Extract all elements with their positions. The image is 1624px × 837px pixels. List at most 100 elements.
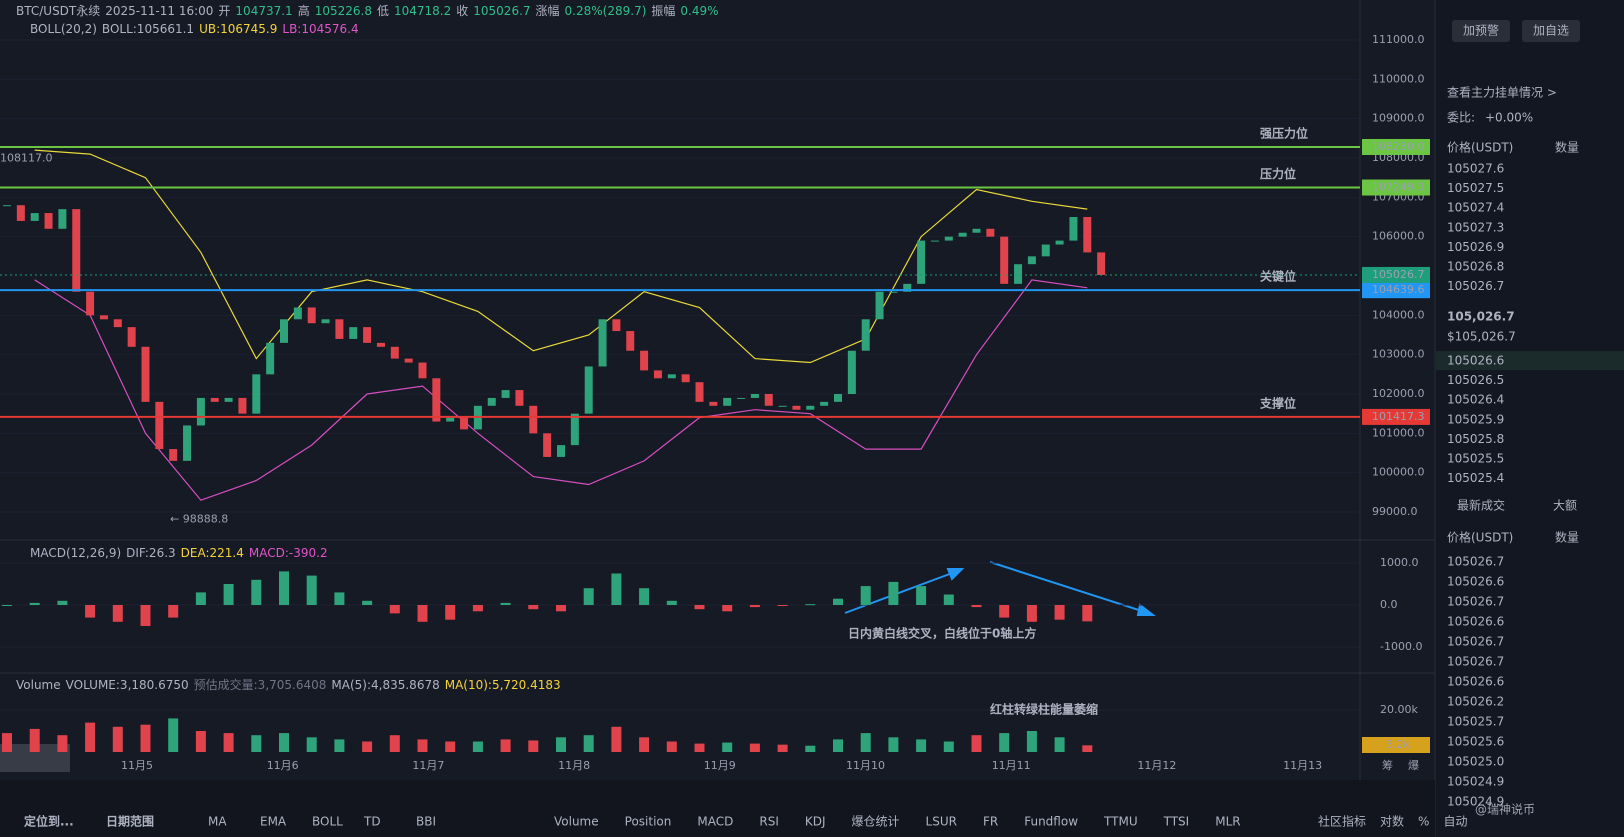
candle [418,362,427,379]
pane-button[interactable]: MLR [1215,815,1240,829]
level-name: 强压力位 [1260,125,1308,140]
boll-header-part: BOLL:105661.1 [102,22,194,36]
x-tick-label: 11月10 [846,759,885,772]
pane-button[interactable]: LSUR [926,815,957,829]
toolbar-button[interactable]: 自动 [1443,815,1467,829]
x-tick-label: 11月11 [992,759,1031,772]
macd-bar [306,575,317,605]
trade-price: 105024.9 [1447,775,1504,789]
x-tick-label: 11月13 [1283,759,1322,772]
candle [667,374,676,379]
candle [390,346,399,359]
volume-bar [639,737,650,752]
candle [280,319,288,343]
candle [376,342,385,347]
trade-tab[interactable]: 最新成交 [1457,498,1505,513]
bid-price: 105025.9 [1447,412,1504,426]
toolbar-button[interactable]: % [1418,815,1429,829]
level-name: 压力位 [1260,166,1296,181]
ratio-label: 委比: [1447,111,1475,125]
volume-bar [860,733,871,752]
volume-tag-label: 3.2k [1386,738,1410,751]
candle [1027,256,1036,265]
y-tick-label: 104000.0 [1372,308,1425,321]
toolbar-button[interactable]: 日期范围 [106,814,154,829]
candle [266,342,275,375]
volume-bar [666,741,677,752]
ask-price: 105026.8 [1447,260,1504,274]
volume-bar [888,737,899,752]
boll-band [34,279,1088,501]
candle [501,390,510,398]
candle [723,397,732,406]
macd-header: MACD(12,26,9) DIF:26.3 DEA:221.4 MACD:-390.… [30,546,328,560]
pane-button[interactable]: MACD [697,815,733,829]
trade-price: 105025.6 [1447,735,1504,749]
volume-header-part: MA(5):4,835.8678 [331,678,439,692]
candle [210,397,219,402]
macd-bar [140,605,151,626]
side-button[interactable] [1452,20,1510,42]
macd-bar [500,602,511,605]
toolbar-button[interactable]: 对数 [1380,814,1404,829]
y-tick-label: 106000.0 [1372,230,1425,243]
volume-tag [1362,737,1430,753]
macd-bar [833,598,843,605]
side-button-label[interactable]: 加自选 [1533,24,1569,38]
volume-bar [195,731,206,752]
candle [86,291,95,316]
indicator-button[interactable]: EMA [260,815,287,829]
volume-bar [85,722,96,752]
macd-bar [445,605,456,620]
candle [834,394,842,402]
indicator-button[interactable]: BBI [416,815,436,829]
candle [792,405,801,410]
volume-bar [916,739,927,752]
volume-bar [500,739,511,752]
pane-button[interactable]: 爆仓统计 [852,815,900,829]
indicator-button[interactable]: BOLL [312,815,343,829]
volume-bar [528,740,539,752]
pane-button[interactable]: KDJ [805,815,826,829]
ticker-header: BTC/USDT永续 2025-11-11 16:00 开 104737.1 高 1052… [16,3,719,18]
pane-button[interactable]: TTSI [1163,815,1190,829]
pane-button[interactable]: Volume [554,815,599,829]
mid-price-usd: $105,026.7 [1447,330,1516,344]
toolbar-button[interactable]: 定位到... [24,814,74,829]
candle [515,390,524,406]
depth-link[interactable]: 查看主力挂单情况 > [1447,86,1557,100]
volume-bar [140,724,151,752]
macd-header-part: MACD(12,26,9) [30,546,121,560]
macd-bar [860,586,871,605]
level-name: 支撑位 [1259,395,1296,410]
arrow [989,561,1146,613]
side-button[interactable] [1522,20,1580,42]
pane-button[interactable]: RSI [759,815,779,829]
indicator-button[interactable]: MA [208,815,227,829]
y-tick-label: 103000.0 [1372,348,1425,361]
pane-button[interactable]: TTMU [1103,815,1138,829]
volume-bar [833,739,843,752]
candle [238,397,247,414]
macd-bar [29,602,40,605]
trade-tab[interactable]: 大额 [1553,499,1577,513]
x-tick-label: 11月6 [267,759,299,772]
macd-bar [556,605,566,612]
candle [72,209,81,292]
pane-button[interactable]: Position [625,815,672,829]
macd-header-part: MACD:-390.2 [249,546,328,560]
side-button-label[interactable]: 加预警 [1463,23,1499,38]
toolbar-button[interactable]: 社区指标 [1318,814,1366,829]
pane-button[interactable]: Fundflow [1024,815,1078,829]
macd-bar [472,605,483,612]
candle [307,307,316,324]
trade-price: 105026.7 [1447,555,1504,569]
volume-bar [306,737,317,752]
ticker-header-part: BTC/USDT永续 [16,4,100,18]
boll-header: BOLL(20,2) BOLL:105661.1 UB:106745.9 LB:104… [30,22,359,36]
volume-bar [971,735,982,752]
indicator-button[interactable]: TD [363,815,381,829]
bid-price: 105025.8 [1447,432,1504,446]
macd-bar [1026,605,1037,622]
pane-button[interactable]: FR [983,815,998,829]
